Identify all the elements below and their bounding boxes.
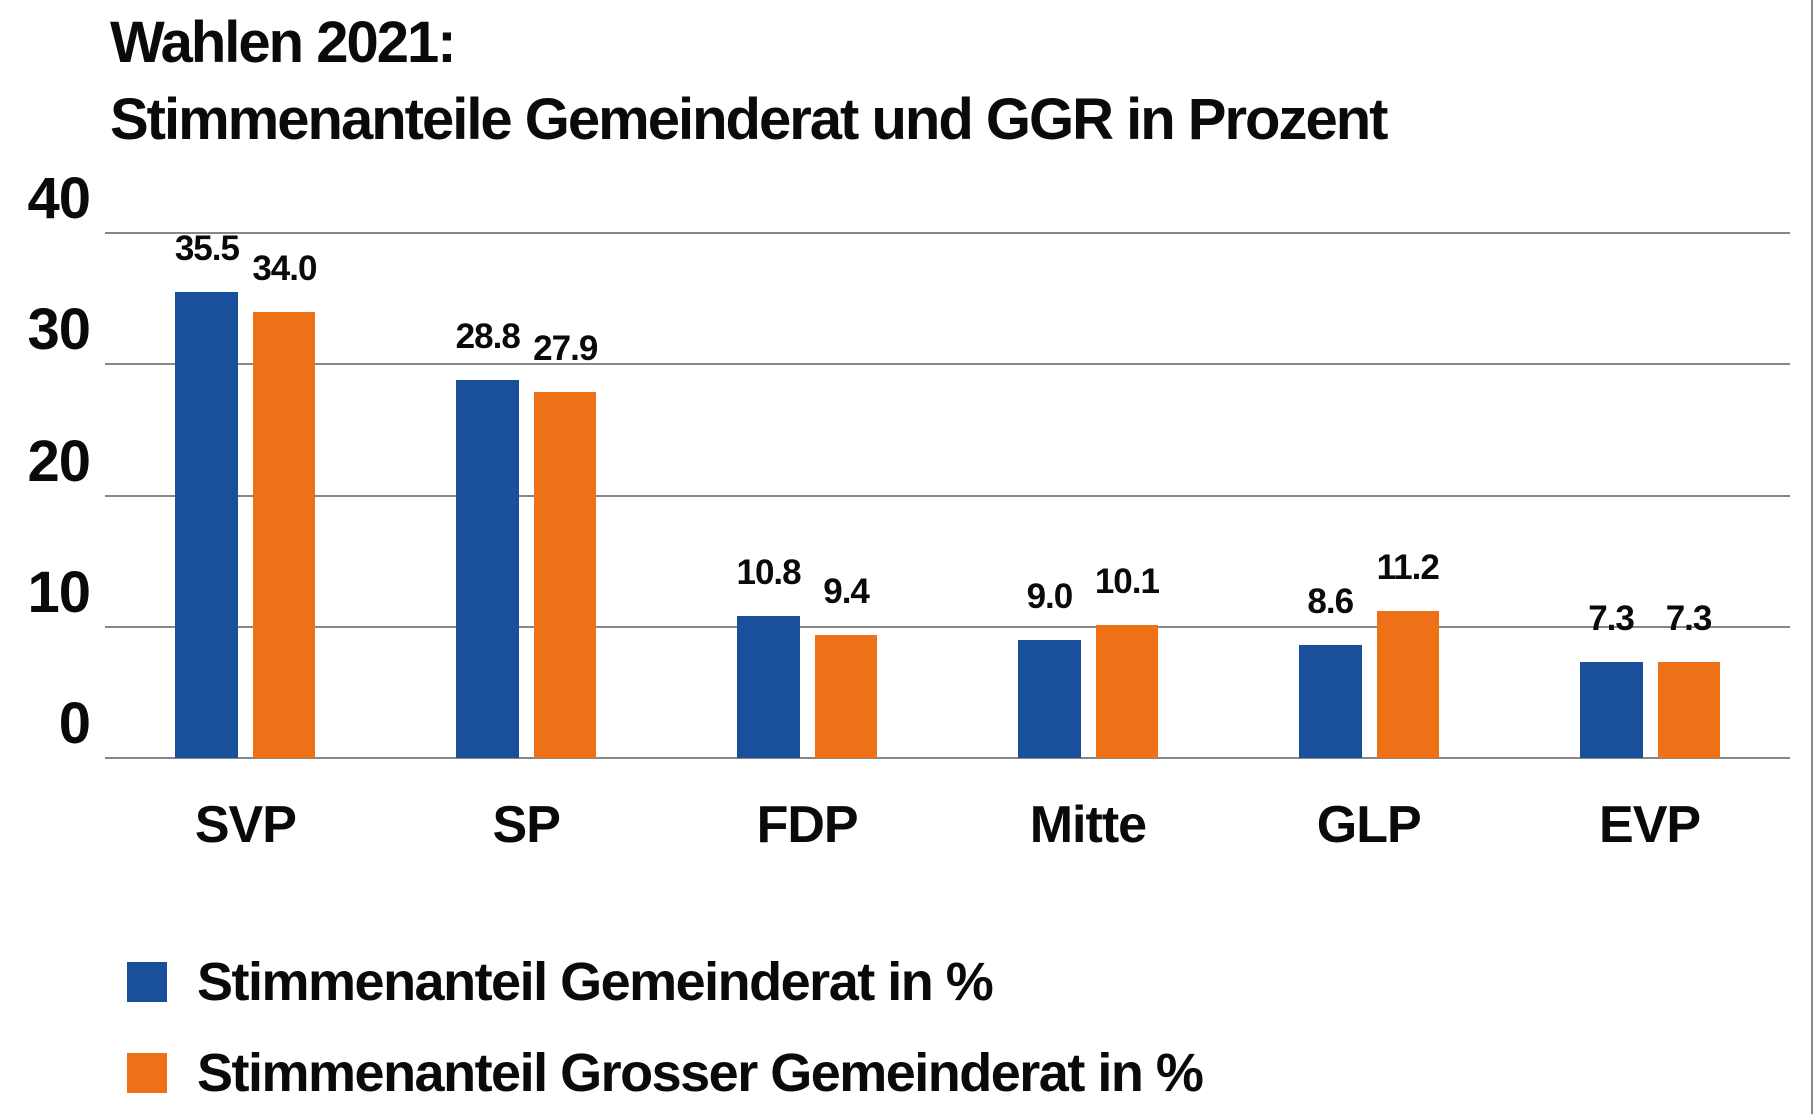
bar-pair: 10.8 9.4: [737, 233, 878, 758]
gridline: [105, 757, 1790, 759]
value-label: 27.9: [533, 328, 598, 368]
value-label: 7.3: [1665, 599, 1713, 639]
bar-series1-glp: [1298, 645, 1362, 758]
category-label-glp: GLP: [1316, 796, 1422, 854]
bar-pair: 9.0 10.1: [1017, 233, 1160, 758]
y-tick-label: 40: [27, 166, 91, 231]
value-label: 34.0: [252, 248, 317, 288]
category-label-evp: EVP: [1599, 796, 1701, 854]
bar-series1-fdp: [737, 616, 801, 758]
bar-series2-sp: [534, 391, 597, 758]
category-label-mitte: Mitte: [1029, 796, 1147, 854]
bar-series1-mitte: [1017, 639, 1081, 758]
bar-series1-svp: [175, 292, 239, 758]
bar-series2-svp: [253, 311, 316, 758]
value-label: 10.1: [1094, 562, 1160, 602]
gridline: [105, 494, 1790, 497]
value-label: 9.4: [823, 571, 870, 611]
legend-item: Stimmenanteil Gemeinderat in %: [127, 952, 1202, 1012]
legend-label: Stimmenanteil Grosser Gemeinderat in %: [197, 1043, 1204, 1103]
bar-group-sp: 28.8 27.9: [386, 233, 667, 758]
legend-swatch-grosser-gemeinderat: [127, 1053, 167, 1093]
bar-pair: 28.8 27.9: [456, 233, 598, 758]
bar-group-svp: 35.5 34.0: [105, 229, 386, 758]
bar-pair: 35.5 34.0: [175, 229, 317, 758]
y-tick-label: 30: [27, 297, 91, 363]
value-label: 11.2: [1376, 548, 1440, 587]
y-tick-label: 10: [27, 559, 91, 625]
gridline: [105, 625, 1790, 628]
legend: Stimmenanteil Gemeinderat in % Stimmenan…: [127, 952, 1204, 1114]
chart-title-line1: Wahlen 2021:: [110, 10, 457, 75]
value-label: 10.8: [736, 553, 802, 593]
gridline: [105, 363, 1790, 366]
y-tick-label: 20: [27, 428, 91, 494]
gridline: [105, 232, 1790, 234]
legend-label: Stimmenanteil Gemeinderat in %: [197, 952, 994, 1012]
bar-series2-glp: [1376, 611, 1439, 758]
plot-area: 35.5 34.0 28.8 27.9 10.8 9.4 9.0 10.1 8.6 11.2 7.3…: [105, 229, 1790, 759]
bar-groups: 35.5 34.0 28.8 27.9 10.8 9.4 9.0 10.1 8.6 11.2 7.3…: [105, 229, 1790, 758]
bar-group-glp: 8.6 11.2: [1228, 233, 1509, 758]
value-label: 28.8: [455, 317, 521, 356]
legend-swatch-gemeinderat: [127, 962, 167, 1002]
bar-group-evp: 7.3 7.3: [1509, 233, 1790, 758]
bar-group-mitte: 9.0 10.1: [947, 233, 1228, 758]
y-tick-label: 0: [58, 691, 91, 756]
value-label: 35.5: [174, 229, 240, 269]
category-label-sp: SP: [492, 796, 561, 854]
category-label-fdp: FDP: [756, 796, 859, 854]
bar-series1-sp: [456, 380, 520, 758]
chart-title-line2: Stimmenanteile Gemeinderat und GGR in Pr…: [110, 87, 1388, 152]
y-axis: 0 10 20 30 40: [0, 166, 91, 758]
bar-series2-fdp: [815, 634, 878, 758]
x-axis-labels: SVP SP FDP Mitte GLP EVP: [105, 795, 1790, 855]
value-label: 9.0: [1026, 576, 1074, 616]
value-label: 7.3: [1588, 599, 1635, 639]
bar-series1-evp: [1579, 662, 1643, 758]
bar-pair: 7.3 7.3: [1579, 233, 1720, 758]
bar-series2-evp: [1657, 662, 1720, 758]
bar-pair: 8.6 11.2: [1298, 233, 1440, 758]
value-label: 8.6: [1307, 582, 1354, 622]
legend-item: Stimmenanteil Grosser Gemeinderat in %: [127, 1043, 1204, 1103]
chart-title: Wahlen 2021: Stimmenanteile Gemeinderat …: [110, 4, 1388, 158]
bar-group-fdp: 10.8 9.4: [667, 233, 948, 758]
bar-series2-mitte: [1095, 625, 1158, 758]
category-label-svp: SVP: [194, 796, 297, 854]
